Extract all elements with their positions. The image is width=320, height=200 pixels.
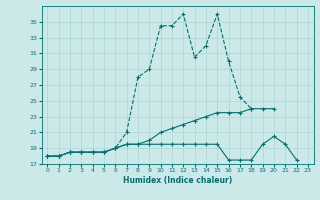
X-axis label: Humidex (Indice chaleur): Humidex (Indice chaleur) <box>123 176 232 185</box>
